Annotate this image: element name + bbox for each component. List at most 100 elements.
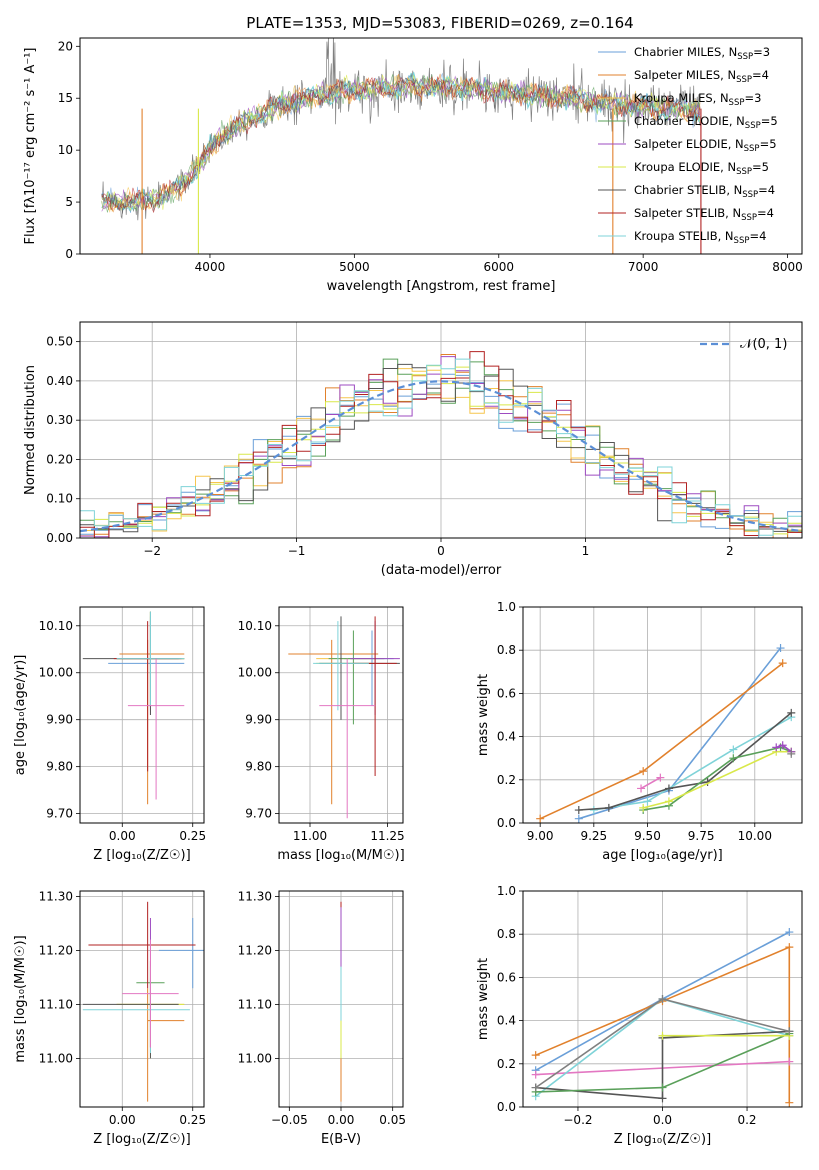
x-tick-label: 0.00	[328, 1113, 355, 1127]
series-marker	[785, 1057, 794, 1066]
legend-entry: 𝒩(0, 1)	[740, 337, 787, 352]
legend-label: Kroupa ELODIE, N	[634, 160, 736, 174]
axes-frame: 0.00 0.25 9.70 9.80 9.90 10.00 10.10 Z [log₁₀(Z…	[13, 606, 206, 863]
y-tick-label: 0.0	[497, 816, 516, 830]
y-tick-label: 11.20	[238, 943, 272, 957]
legend-label: Salpeter MILES, N	[634, 68, 736, 82]
x-axis-label: wavelength [Angstrom, rest frame]	[327, 279, 556, 294]
series-marker	[639, 767, 648, 776]
axes-border	[79, 606, 205, 824]
errorbar-point	[158, 918, 204, 989]
y-tick-label: 11.30	[238, 889, 272, 903]
legend-label: Kroupa STELIB, N	[634, 229, 734, 243]
series-marker	[778, 741, 787, 750]
axes-frame: −2 −1 0 1 2 0.00 0.10 0.20 0.30 0.40 0.50 (data-mod…	[23, 321, 803, 578]
series-marker	[604, 803, 613, 812]
axes-frame: −0.2 0.0 0.2 0.0 0.2 0.4 0.6 0.8 1.0 Z [log₁₀(Z/Z…	[476, 884, 803, 1147]
y-tick-label: 20	[58, 39, 73, 53]
legend-subscript: SSP	[744, 144, 760, 154]
series-marker	[772, 743, 781, 752]
series-marker	[664, 797, 673, 806]
mass-vs-metallicity-panel: 0.00 0.25 11.00 11.10 11.20 11.30 Z [log₁₀(Z/Z…	[13, 889, 206, 1147]
x-tick-label: 2	[726, 544, 734, 558]
age-vs-metallicity-panel: 0.00 0.25 9.70 9.80 9.90 10.00 10.10 Z [log₁₀(Z…	[13, 606, 206, 863]
x-tick-label: 0.2	[737, 1113, 756, 1127]
y-tick-label: 0.6	[497, 970, 516, 984]
y-tick-label: 0.8	[497, 643, 516, 657]
series-marker	[536, 814, 545, 823]
legend-suffix: =5	[761, 114, 778, 128]
legend-suffix: =4	[752, 68, 769, 82]
x-tick-label: 9.75	[688, 829, 715, 843]
plot-area	[82, 611, 185, 805]
histogram-kroupa_stelib	[80, 358, 802, 538]
y-tick-label: 1.0	[497, 884, 516, 898]
x-axis-label: mass [log₁₀(M/M☉)]	[277, 848, 404, 863]
legend-entry: Salpeter ELODIE, NSSP=5	[634, 137, 777, 154]
x-axis-label: (data-model)/error	[381, 563, 502, 578]
y-tick-label: 0.2	[497, 1057, 516, 1071]
x-axis-label: E(B-V)	[321, 1132, 361, 1147]
legend-label: Salpeter STELIB, N	[634, 206, 741, 220]
x-tick-label: 0.25	[179, 1113, 206, 1127]
errorbar-point	[288, 639, 379, 805]
grid-lines	[279, 607, 403, 823]
series-marker	[729, 745, 738, 754]
legend-entry: Kroupa MILES, NSSP=3	[634, 91, 761, 108]
x-tick-label: 10.00	[738, 829, 772, 843]
legend-suffix: =5	[760, 137, 777, 151]
x-tick-label: 0	[437, 544, 445, 558]
x-tick-label: 1	[582, 544, 590, 558]
y-axis-label: mass weight	[476, 958, 491, 1040]
x-tick-label: 9.25	[580, 829, 607, 843]
y-tick-label: 0	[65, 247, 73, 261]
series-marker	[785, 1027, 794, 1036]
axes-frame: 0.00 0.25 11.00 11.10 11.20 11.30 Z [log₁₀(Z/Z…	[13, 889, 206, 1147]
model-spectrum-chabrier_stelib	[101, 74, 701, 214]
model-spectrum-salpeter_stelib	[101, 76, 701, 214]
x-tick-label: 0.0	[653, 1113, 672, 1127]
series-marker	[776, 644, 785, 653]
x-tick-label: 4000	[195, 260, 226, 274]
series-marker	[658, 995, 667, 1003]
y-tick-label: 0.50	[46, 335, 73, 349]
axes-border	[278, 606, 404, 824]
legend-entry: Kroupa ELODIE, NSSP=5	[634, 160, 769, 177]
series-line-kroupa_stelib	[593, 716, 792, 811]
x-axis-label: Z [log₁₀(Z/Z☉)]	[93, 848, 190, 863]
legend-suffix: =4	[749, 229, 766, 243]
x-tick-label: −0.05	[271, 1113, 308, 1127]
y-axis-label: Flux [fλ10⁻¹⁷ erg cm⁻² s⁻¹ A⁻¹]	[23, 48, 38, 245]
x-axis-label: Z [log₁₀(Z/Z☉)]	[614, 1132, 711, 1147]
y-tick-label: 10.00	[39, 666, 73, 680]
errorbar-point	[319, 658, 376, 819]
legend-suffix: =3	[744, 91, 761, 105]
series-marker	[658, 1094, 667, 1103]
y-tick-label: 9.90	[46, 713, 73, 727]
y-tick-label: 11.30	[39, 889, 73, 903]
y-tick-label: 0.10	[46, 492, 73, 506]
x-tick-label: 8000	[772, 260, 803, 274]
y-tick-label: 11.10	[39, 997, 73, 1011]
mass-vs-ebv-panel: −0.05 0.00 0.05 11.00 11.10 11.20 11.30 E(B-V)	[238, 889, 406, 1147]
legend-entry: Chabrier ELODIE, NSSP=5	[634, 114, 778, 131]
legend-suffix: =4	[757, 206, 774, 220]
series-marker	[589, 806, 598, 815]
y-tick-label: 10	[58, 143, 73, 157]
y-tick-label: 15	[58, 91, 73, 105]
errorbar-point	[313, 621, 369, 711]
x-tick-label: 5000	[339, 260, 370, 274]
series-marker	[658, 1031, 667, 1040]
series-marker	[664, 784, 673, 793]
series-marker	[785, 943, 794, 952]
series-marker	[574, 806, 583, 815]
plot-area	[536, 644, 796, 823]
y-axis-label: age [log₁₀(age/yr)]	[13, 655, 28, 776]
legend-entry: Chabrier MILES, NSSP=3	[634, 45, 770, 62]
age-vs-mass-panel: 11.00 11.25 9.70 9.80 9.90 10.00 10.10 mass [lo…	[238, 606, 405, 863]
y-tick-label: 11.20	[39, 943, 73, 957]
errorbar-point	[88, 901, 196, 989]
legend-entry: Salpeter STELIB, NSSP=4	[634, 206, 774, 223]
legend-subscript: SSP	[729, 98, 745, 108]
spectrum-panel: 4000 5000 6000 7000 8000 0 5 10 15 20 wavelength […	[23, 37, 803, 294]
